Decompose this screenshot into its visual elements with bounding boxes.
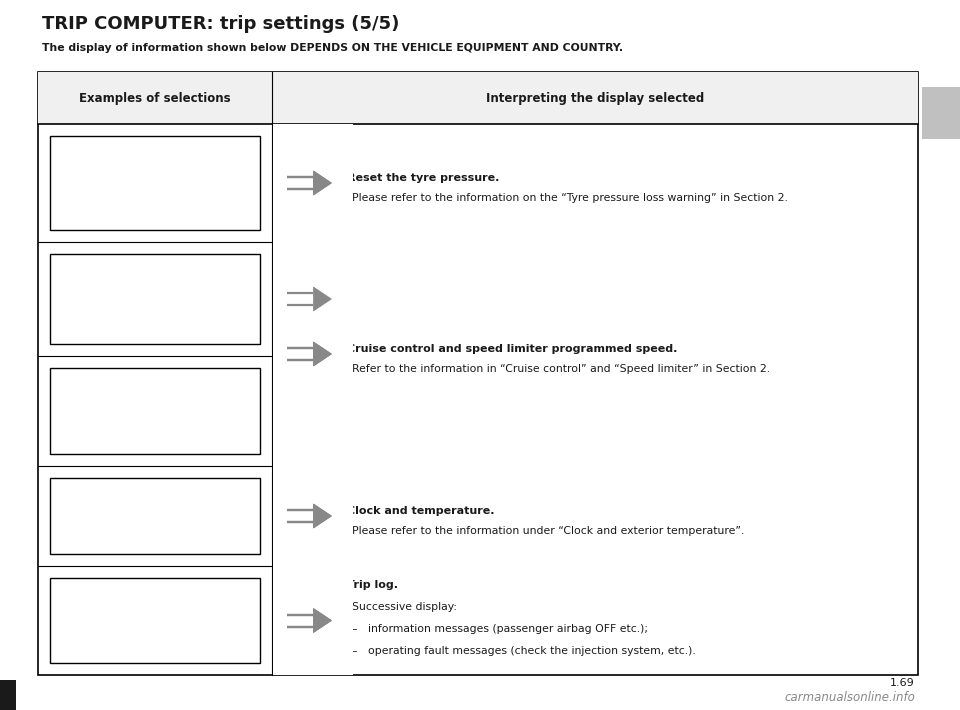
Text: Cruise control and speed limiter programmed speed.: Cruise control and speed limiter program…: [347, 344, 678, 354]
Text: SPEED LIMITER: SPEED LIMITER: [113, 285, 197, 295]
Text: 13°          16:30: 13° 16:30: [112, 511, 198, 521]
Polygon shape: [313, 287, 331, 311]
Bar: [50, 578, 260, 663]
Bar: [38, 72, 918, 675]
Bar: [50, 478, 260, 554]
Text: Trip log.: Trip log.: [347, 580, 398, 590]
Bar: [50, 254, 260, 344]
Bar: [0, 680, 16, 710]
Polygon shape: [313, 504, 331, 528]
Text: 90 km/H: 90 km/H: [204, 307, 252, 317]
Bar: [50, 136, 260, 230]
Text: k): k): [327, 506, 340, 516]
Text: Successive display:: Successive display:: [352, 602, 457, 612]
Text: NO MESSAGE
MEMORISED: NO MESSAGE MEMORISED: [118, 608, 192, 633]
Text: Clock and temperature.: Clock and temperature.: [347, 506, 494, 516]
Bar: [50, 368, 260, 454]
Text: j): j): [327, 344, 336, 354]
Bar: [38, 72, 918, 124]
Text: carmanualsonline.info: carmanualsonline.info: [784, 691, 915, 704]
Text: –   operating fault messages (check the injection system, etc.).: – operating fault messages (check the in…: [352, 646, 696, 656]
Text: –   information messages (passenger airbag OFF etc.);: – information messages (passenger airbag…: [352, 624, 648, 634]
Polygon shape: [313, 504, 331, 528]
Text: LEARNING THE
TYRE PRESSURE: LEARNING THE TYRE PRESSURE: [109, 171, 201, 195]
Polygon shape: [313, 342, 331, 366]
Text: Refer to the information in “Cruise control” and “Speed limiter” in Section 2.: Refer to the information in “Cruise cont…: [352, 364, 770, 374]
Text: i): i): [327, 173, 336, 183]
Text: Examples of selections: Examples of selections: [79, 92, 230, 104]
Text: TRIP COMPUTER: trip settings (5/5): TRIP COMPUTER: trip settings (5/5): [42, 15, 399, 33]
Text: Interpreting the display selected: Interpreting the display selected: [486, 92, 704, 104]
Polygon shape: [313, 171, 331, 195]
Text: The display of information shown below DEPENDS ON THE VEHICLE EQUIPMENT AND COUN: The display of information shown below D…: [42, 43, 623, 53]
Text: 90 km/H: 90 km/H: [204, 419, 252, 429]
Polygon shape: [313, 342, 331, 366]
Bar: [273, 124, 353, 675]
Text: Please refer to the information on the “Tyre pressure loss warning” in Section 2: Please refer to the information on the “…: [352, 193, 788, 203]
Polygon shape: [313, 608, 331, 633]
Text: 1.69: 1.69: [890, 678, 915, 688]
Bar: [922, 87, 960, 139]
Text: l): l): [327, 580, 336, 590]
Polygon shape: [313, 608, 331, 633]
Text: Reset the tyre pressure.: Reset the tyre pressure.: [347, 173, 499, 183]
Polygon shape: [313, 171, 331, 195]
Text: Please refer to the information under “Clock and exterior temperature”.: Please refer to the information under “C…: [352, 526, 744, 536]
Text: CRUISE CONTROL: CRUISE CONTROL: [106, 397, 204, 407]
